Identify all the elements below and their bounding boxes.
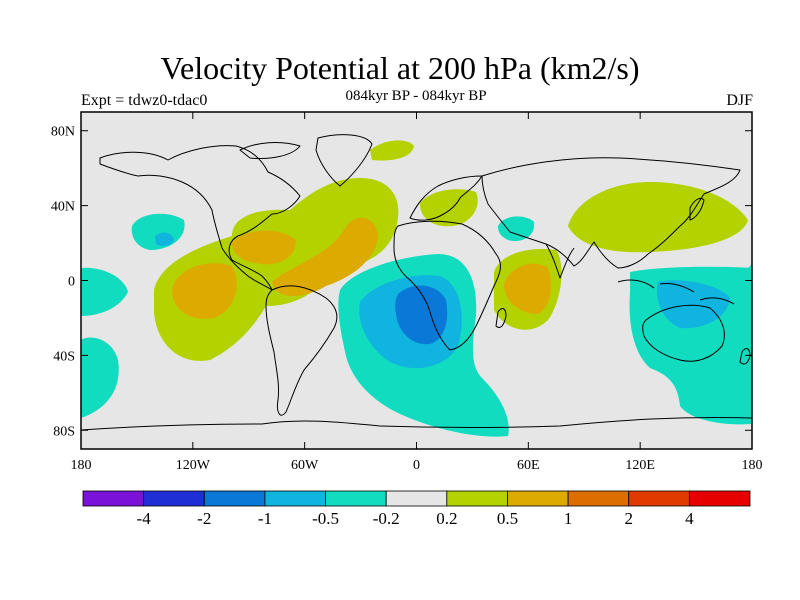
region-negative-southwest (81, 337, 119, 418)
coastlines (81, 134, 752, 431)
longitude-axis: 180 120W 60W 0 60E 120E 180 (71, 112, 763, 473)
lon-tick-label: 120E (625, 458, 655, 473)
region-positive-europe (420, 189, 478, 227)
region-positive-arctic (370, 140, 414, 161)
colorbar-label: -0.5 (312, 509, 339, 528)
lat-tick-label: 80S (53, 424, 75, 439)
chart-title: Velocity Potential at 200 hPa (km2/s) (160, 50, 640, 86)
colorbar-swatch (264, 490, 326, 507)
coast-greenland (315, 134, 373, 187)
region-strong-africa-east (504, 263, 551, 314)
colorbar-label: 0.2 (436, 509, 457, 528)
coast-europe (409, 175, 483, 221)
region-strong-atlantic (272, 217, 378, 297)
coast-madagascar (495, 308, 507, 329)
coast-africa (393, 220, 501, 351)
colorbar-swatch (82, 490, 145, 507)
coast-japan (689, 197, 705, 221)
region-strong-indonesia (656, 280, 730, 329)
lat-tick-label: 40N (51, 200, 75, 215)
colorbar-swatch (567, 490, 630, 507)
lon-tick-label: 60E (517, 458, 540, 473)
colorbar-label: -1 (258, 509, 272, 528)
colorbar-swatch (507, 490, 569, 507)
colorbar-swatch (143, 490, 205, 507)
region-negative-west-pacific (81, 267, 128, 316)
lat-tick-label: 0 (68, 275, 75, 290)
season-label: DJF (726, 92, 753, 109)
region-negative-arabia (498, 216, 535, 242)
colorbar-swatch (325, 490, 387, 507)
colorbar-swatch (203, 490, 266, 507)
lat-tick-label: 40S (53, 349, 75, 364)
latitude-axis: 80N 40N 0 40S 80S (51, 125, 752, 439)
colorbar: -4 -2 -1 -0.5 -0.2 0.2 0.5 1 2 4 (82, 490, 751, 528)
colorbar-label: -2 (197, 509, 211, 528)
region-strong-caribbean (232, 230, 296, 265)
colorbar-label: -0.2 (373, 509, 400, 528)
coast-north-america (99, 145, 301, 291)
coast-south-america (265, 285, 338, 416)
coast-asia (481, 157, 741, 269)
lon-tick-label: 120W (176, 458, 211, 473)
coast-new-zealand (739, 348, 751, 365)
region-strong-pacific-spot (155, 232, 174, 247)
lon-tick-label: 180 (71, 458, 92, 473)
lon-tick-label: 0 (413, 458, 420, 473)
region-strong-pacific (172, 263, 237, 319)
coast-antarctica (81, 416, 752, 431)
coast-australia (642, 304, 725, 362)
coast-arctic-islands (239, 142, 301, 159)
colorbar-label: -4 (137, 509, 152, 528)
lon-tick-label: 60W (291, 458, 319, 473)
colorbar-swatch (688, 490, 751, 507)
region-strongest-south-atlantic (395, 285, 448, 345)
colorbar-swatch (385, 490, 448, 507)
coast-india (545, 243, 575, 279)
coast-indonesia (617, 279, 735, 305)
positive-strong-regions (172, 217, 551, 319)
map-panel (81, 112, 752, 449)
colorbar-label: 1 (564, 509, 573, 528)
chart-subtitle: 084kyr BP - 084kyr BP (345, 88, 487, 104)
experiment-label: Expt = tdwz0-tdac0 (81, 92, 208, 109)
colorbar-swatch (628, 490, 690, 507)
colorbar-label: 0.5 (497, 509, 518, 528)
colorbar-swatch (446, 490, 508, 507)
lat-tick-label: 80N (51, 125, 75, 140)
colorbar-label: 4 (685, 509, 694, 528)
lon-tick-label: 180 (742, 458, 763, 473)
colorbar-label: 2 (624, 509, 633, 528)
